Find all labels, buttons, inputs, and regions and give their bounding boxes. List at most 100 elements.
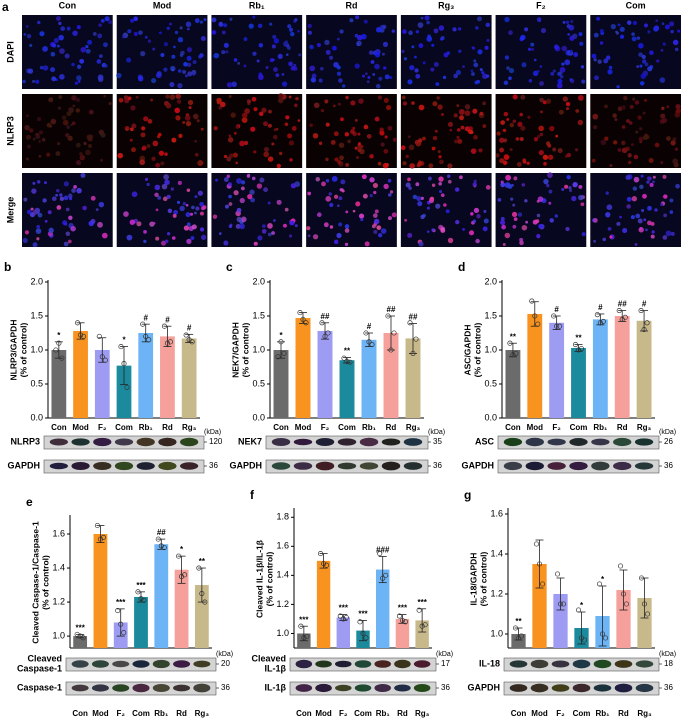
cell: [517, 212, 523, 217]
cell: [570, 19, 574, 23]
bar: [549, 322, 565, 418]
data-point: [554, 571, 561, 577]
x-tick-label: Rb₁: [593, 423, 608, 432]
cell: [194, 18, 200, 24]
cell: [333, 131, 339, 137]
cell: [639, 184, 644, 190]
cell: [37, 212, 43, 218]
cell: [612, 113, 617, 118]
cell: [228, 134, 232, 138]
significance: ##: [409, 313, 418, 322]
cell: [358, 145, 362, 150]
cell: [131, 191, 138, 198]
data-point: [594, 312, 600, 318]
cell: [59, 193, 63, 197]
cell: [474, 80, 479, 85]
cell: [290, 65, 296, 71]
data-point: [369, 342, 375, 348]
cell: [430, 67, 435, 72]
cell: [195, 206, 200, 211]
kda-value: 20: [221, 659, 230, 668]
panel-label: b: [4, 260, 11, 274]
cell: [173, 210, 178, 215]
cell: [42, 198, 47, 203]
blot-band: [635, 683, 654, 693]
kda-unit: (kDa): [216, 651, 233, 658]
error-bar: [343, 357, 351, 364]
cell: [467, 129, 473, 135]
blot-band: [337, 462, 357, 470]
cell: [468, 230, 475, 236]
cell: [288, 234, 293, 238]
cell: [275, 73, 280, 78]
cell: [460, 125, 465, 130]
cell: [549, 125, 555, 132]
cell: [538, 224, 543, 229]
blot-band: [335, 660, 352, 668]
blot-band: [614, 660, 633, 668]
data-point: [597, 320, 603, 326]
data-point: [96, 333, 102, 339]
cell: [613, 140, 618, 145]
cell: [22, 79, 26, 84]
blot-band: [614, 683, 633, 693]
cell: [677, 29, 681, 33]
cell: [85, 149, 91, 156]
column-label: Rg₃: [438, 0, 454, 10]
cell: [647, 30, 651, 34]
blot-band: [193, 683, 211, 693]
cell: [426, 20, 430, 25]
cell: [253, 241, 258, 246]
cell: [433, 28, 439, 34]
cell: [288, 140, 295, 146]
cell: [485, 22, 491, 28]
cell: [171, 137, 177, 143]
cell: [278, 97, 284, 104]
data-point: [140, 321, 146, 327]
cell: [50, 51, 56, 57]
cell: [521, 183, 526, 187]
cells: [22, 172, 108, 248]
data-point: [347, 359, 353, 365]
cell: [440, 37, 444, 41]
cell: [194, 195, 198, 199]
cell: [372, 182, 379, 189]
cell: [235, 223, 241, 229]
cell: [129, 138, 133, 142]
data-point: [363, 635, 369, 641]
cell: [25, 134, 31, 140]
blot-label: NEK7: [238, 436, 262, 446]
cell: [48, 97, 54, 103]
error-bar: [54, 341, 63, 359]
cell: [660, 48, 664, 52]
cell: [482, 73, 488, 79]
cell: [267, 232, 272, 237]
cell: [525, 220, 529, 224]
cell: [337, 204, 340, 208]
data-point: [529, 298, 535, 304]
blot-band: [71, 461, 90, 471]
data-point: [599, 631, 606, 637]
cell: [184, 74, 188, 78]
cell: [509, 148, 513, 152]
cell: [418, 43, 424, 49]
data-point: [189, 339, 195, 345]
cell: [646, 176, 651, 181]
blot-band: [593, 684, 612, 692]
cell: [250, 126, 256, 132]
cell: [593, 125, 598, 130]
significance: ***: [116, 598, 126, 607]
cell: [53, 37, 59, 44]
blot-band: [271, 438, 291, 446]
cell: [581, 232, 586, 237]
cell: [38, 154, 42, 158]
cell: [72, 30, 78, 36]
cell: [200, 127, 204, 131]
cell: [307, 234, 311, 238]
cell: [174, 107, 180, 114]
cell: [176, 200, 181, 204]
cell: [141, 126, 146, 131]
cell: [76, 75, 82, 81]
cell: [418, 104, 425, 111]
